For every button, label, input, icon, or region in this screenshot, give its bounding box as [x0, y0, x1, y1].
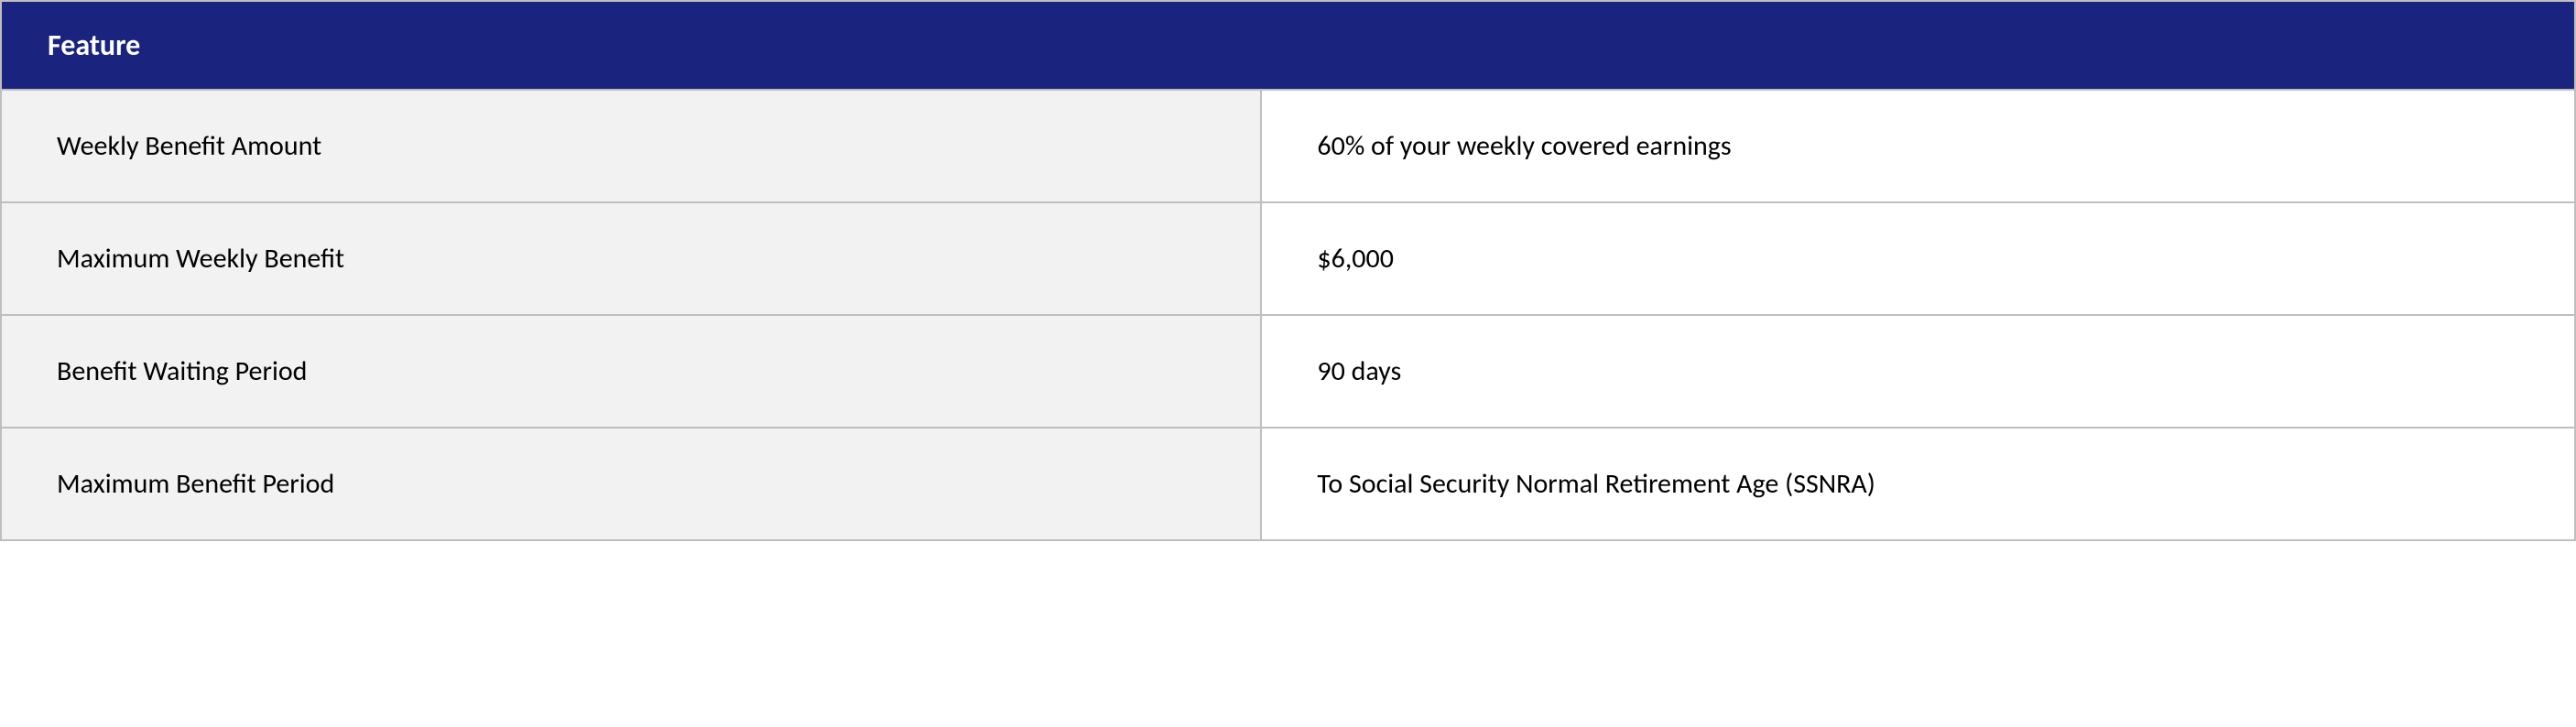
row-label: Benefit Waiting Period: [2, 316, 1262, 427]
header-label: Feature: [48, 27, 140, 63]
table-row: Benefit Waiting Period 90 days: [2, 316, 2574, 429]
row-label: Maximum Benefit Period: [2, 429, 1262, 539]
row-label: Maximum Weekly Benefit: [2, 203, 1262, 314]
row-value: 60% of your weekly covered earnings: [1262, 91, 2574, 201]
row-value: 90 days: [1262, 316, 2574, 427]
row-label: Weekly Benefit Amount: [2, 91, 1262, 201]
table-row: Maximum Weekly Benefit $6,000: [2, 203, 2574, 316]
row-value: $6,000: [1262, 203, 2574, 314]
feature-table: Feature Weekly Benefit Amount 60% of you…: [0, 0, 2576, 541]
table-row: Weekly Benefit Amount 60% of your weekly…: [2, 91, 2574, 203]
table-header: Feature: [2, 2, 2574, 91]
row-value: To Social Security Normal Retirement Age…: [1262, 429, 2574, 539]
table-row: Maximum Benefit Period To Social Securit…: [2, 429, 2574, 539]
